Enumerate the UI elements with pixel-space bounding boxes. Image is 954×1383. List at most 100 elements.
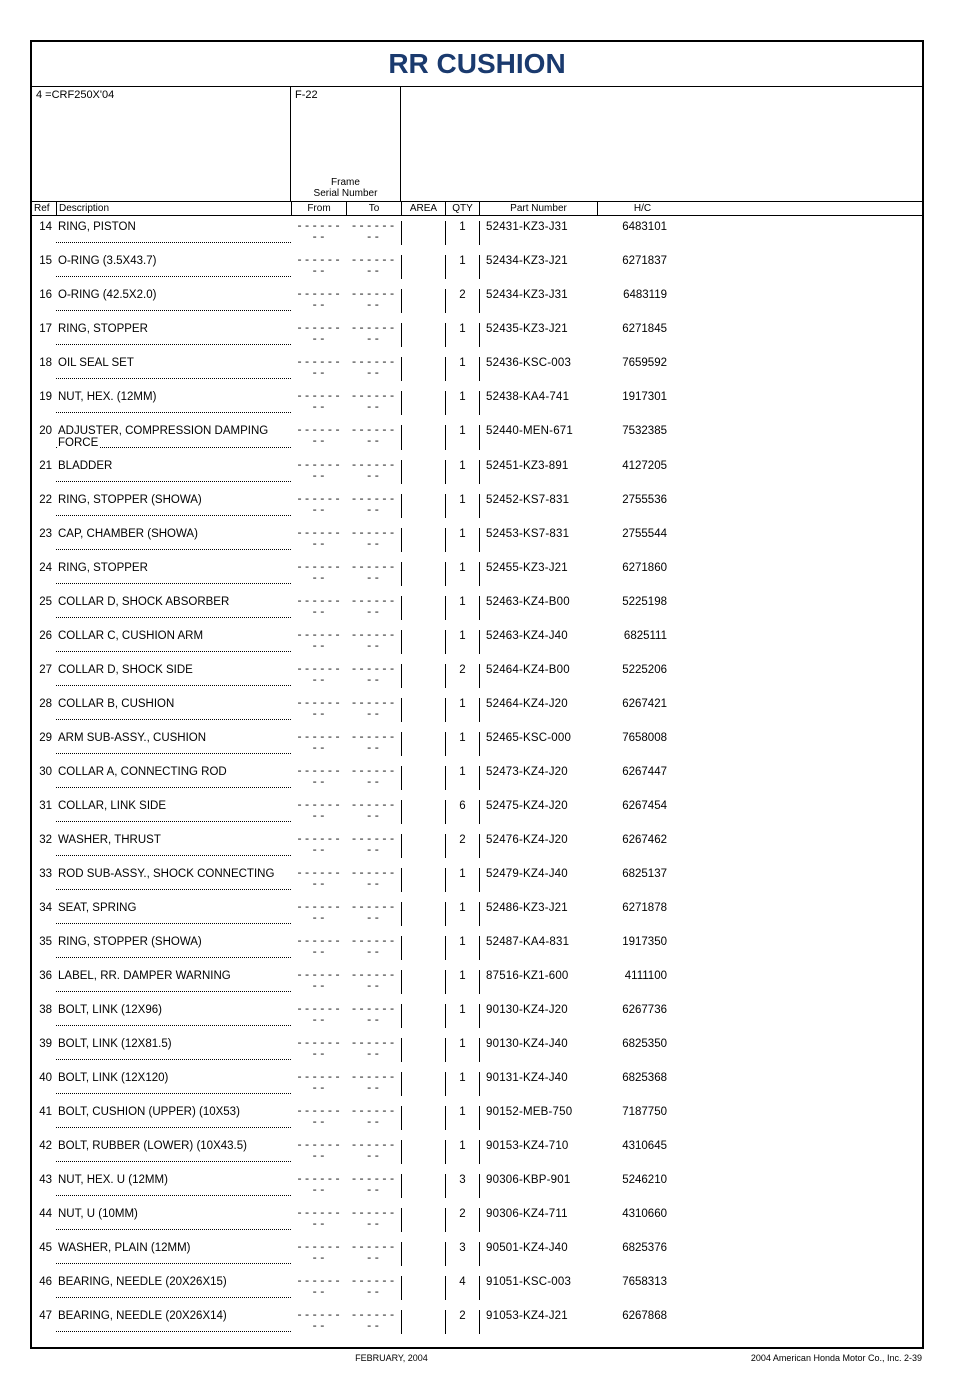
cell-hc: 6271860 — [597, 562, 687, 586]
cell-area — [401, 970, 445, 994]
table-row: 24RING, STOPPER----------------152455-KZ… — [32, 557, 922, 591]
cell-ref: 33 — [32, 868, 56, 892]
cell-from: -------- — [291, 1106, 346, 1130]
hdr-qty: QTY — [445, 202, 479, 215]
cell-from: -------- — [291, 936, 346, 960]
cell-qty: 1 — [445, 357, 479, 381]
cell-part-number: 52486-KZ3-J21 — [479, 902, 597, 926]
cell-ref: 32 — [32, 834, 56, 858]
cell-from: -------- — [291, 1072, 346, 1096]
frame-label-1: Frame — [295, 177, 396, 188]
footer-date: FEBRUARY, 2004 — [32, 1353, 751, 1363]
cell-part-number: 91051-KSC-003 — [479, 1276, 597, 1300]
cell-part-number: 52464-KZ4-J20 — [479, 698, 597, 722]
cell-description: BEARING, NEEDLE (20X26X14) — [56, 1310, 291, 1334]
cell-hc: 6825111 — [597, 630, 687, 654]
cell-from: -------- — [291, 425, 346, 450]
cell-from: -------- — [291, 970, 346, 994]
cell-description: CAP, CHAMBER (SHOWA) — [56, 528, 291, 552]
cell-from: -------- — [291, 357, 346, 381]
cell-description: BOLT, LINK (12X81.5) — [56, 1038, 291, 1062]
cell-description: COLLAR D, SHOCK SIDE — [56, 664, 291, 688]
table-row: 45WASHER, PLAIN (12MM)----------------39… — [32, 1237, 922, 1271]
cell-area — [401, 289, 445, 313]
cell-area — [401, 1174, 445, 1198]
cell-to: -------- — [346, 902, 401, 926]
cell-qty: 3 — [445, 1174, 479, 1198]
cell-to: -------- — [346, 1004, 401, 1028]
cell-qty: 1 — [445, 323, 479, 347]
cell-to: -------- — [346, 800, 401, 824]
table-row: 36LABEL, RR. DAMPER WARNING-------------… — [32, 965, 922, 999]
cell-area — [401, 1310, 445, 1334]
cell-hc: 6825368 — [597, 1072, 687, 1096]
cell-area — [401, 698, 445, 722]
cell-description: WASHER, PLAIN (12MM) — [56, 1242, 291, 1266]
cell-area — [401, 664, 445, 688]
cell-ref: 17 — [32, 323, 56, 347]
cell-hc: 7532385 — [597, 425, 687, 450]
cell-area — [401, 630, 445, 654]
cell-ref: 19 — [32, 391, 56, 415]
table-row: 16O-RING (42.5X2.0)----------------25243… — [32, 284, 922, 318]
cell-hc: 5225206 — [597, 664, 687, 688]
cell-part-number: 52434-KZ3-J21 — [479, 255, 597, 279]
table-row: 18OIL SEAL SET----------------152436-KSC… — [32, 352, 922, 386]
cell-qty: 2 — [445, 1310, 479, 1334]
frame-label-2: Serial Number — [295, 188, 396, 199]
cell-hc: 1917350 — [597, 936, 687, 960]
cell-to: -------- — [346, 1208, 401, 1232]
cell-description: OIL SEAL SET — [56, 357, 291, 381]
cell-from: -------- — [291, 221, 346, 245]
parts-table-container: RR CUSHION 4 =CRF250X'04 F-22 Frame Seri… — [30, 40, 924, 1349]
cell-from: -------- — [291, 902, 346, 926]
cell-from: -------- — [291, 664, 346, 688]
cell-qty: 1 — [445, 936, 479, 960]
cell-part-number: 90131-KZ4-J40 — [479, 1072, 597, 1096]
cell-area — [401, 800, 445, 824]
cell-hc: 6271845 — [597, 323, 687, 347]
cell-qty: 1 — [445, 596, 479, 620]
cell-part-number: 52479-KZ4-J40 — [479, 868, 597, 892]
cell-from: -------- — [291, 323, 346, 347]
table-body: 14RING, PISTON----------------152431-KZ3… — [32, 216, 922, 1347]
cell-ref: 27 — [32, 664, 56, 688]
cell-hc: 5246210 — [597, 1174, 687, 1198]
cell-hc: 7187750 — [597, 1106, 687, 1130]
cell-description: ADJUSTER, COMPRESSION DAMPING FORCE — [56, 425, 291, 450]
cell-to: -------- — [346, 221, 401, 245]
cell-part-number: 52451-KZ3-891 — [479, 460, 597, 484]
cell-area — [401, 323, 445, 347]
cell-part-number: 52463-KZ4-B00 — [479, 596, 597, 620]
cell-description: O-RING (42.5X2.0) — [56, 289, 291, 313]
table-row: 21BLADDER----------------152451-KZ3-8914… — [32, 455, 922, 489]
cell-ref: 23 — [32, 528, 56, 552]
cell-description: RING, STOPPER (SHOWA) — [56, 494, 291, 518]
cell-part-number: 52487-KA4-831 — [479, 936, 597, 960]
hdr-hc: H/C — [597, 202, 687, 215]
cell-ref: 28 — [32, 698, 56, 722]
table-row: 47BEARING, NEEDLE (20X26X14)------------… — [32, 1305, 922, 1339]
cell-ref: 22 — [32, 494, 56, 518]
cell-ref: 31 — [32, 800, 56, 824]
cell-hc: 6483101 — [597, 221, 687, 245]
cell-hc: 2755536 — [597, 494, 687, 518]
table-row: 38BOLT, LINK (12X96)----------------1901… — [32, 999, 922, 1033]
cell-from: -------- — [291, 766, 346, 790]
cell-from: -------- — [291, 596, 346, 620]
cell-description: RING, PISTON — [56, 221, 291, 245]
cell-description: NUT, HEX. (12MM) — [56, 391, 291, 415]
cell-part-number: 90152-MEB-750 — [479, 1106, 597, 1130]
table-row: 17RING, STOPPER----------------152435-KZ… — [32, 318, 922, 352]
cell-hc: 4310660 — [597, 1208, 687, 1232]
cell-area — [401, 1038, 445, 1062]
cell-ref: 42 — [32, 1140, 56, 1164]
cell-from: -------- — [291, 1004, 346, 1028]
cell-qty: 1 — [445, 766, 479, 790]
cell-ref: 44 — [32, 1208, 56, 1232]
cell-part-number: 52438-KA4-741 — [479, 391, 597, 415]
cell-to: -------- — [346, 1276, 401, 1300]
cell-description: RING, STOPPER — [56, 323, 291, 347]
cell-hc: 2755544 — [597, 528, 687, 552]
hdr-part: Part Number — [479, 202, 597, 215]
